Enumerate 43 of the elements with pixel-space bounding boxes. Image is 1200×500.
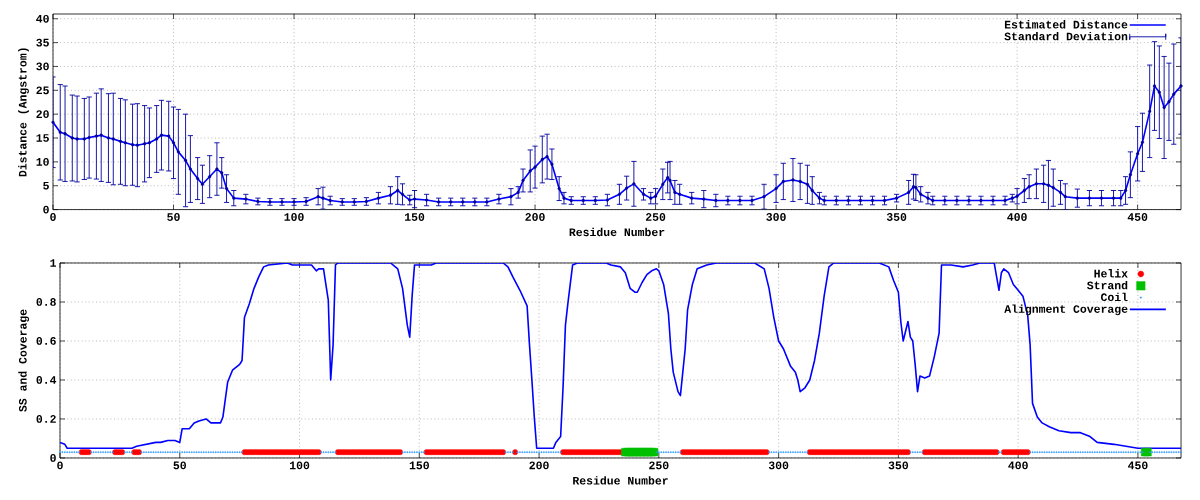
x-tick-label: 450 [1128, 461, 1148, 470]
x-tick-label: 350 [886, 213, 907, 221]
x-tick-label: 50 [173, 461, 186, 470]
y-tick-label: 25 [36, 86, 49, 95]
x-tick-label: 0 [57, 461, 63, 470]
x-tick-label: 250 [649, 461, 669, 470]
x-tick-label: 350 [888, 461, 909, 470]
x-tick-label: 400 [1008, 461, 1028, 470]
x-tick-label: 100 [290, 461, 310, 470]
y-tick-label: 1 [50, 259, 57, 267]
legend-label: Estimated Distance [1004, 20, 1128, 29]
y-tick-label: 0 [43, 205, 49, 214]
x-axis-title: Residue Number [573, 476, 668, 485]
x-tick-label: 250 [645, 213, 666, 221]
x-tick-label: 400 [1007, 213, 1027, 221]
y-axis-title: Distance (Angstrom) [18, 48, 29, 177]
y-tick-label: 5 [43, 181, 49, 190]
y-tick-label: 35 [36, 38, 49, 47]
x-tick-label: 150 [409, 461, 429, 470]
x-tick-label: 300 [766, 213, 786, 221]
legend-label: Helix [1094, 269, 1128, 278]
y-tick-label: 10 [36, 158, 49, 166]
y-tick-label: 0.4 [36, 376, 57, 384]
y-tick-label: 40 [36, 14, 49, 23]
x-tick-label: 150 [405, 213, 425, 221]
y-tick-label: 30 [36, 62, 49, 71]
x-axis-title: Residue Number [569, 227, 665, 237]
y-axis-title: SS and Coverage [18, 309, 30, 412]
legend-label: Standard Deviation [1004, 31, 1128, 41]
y-tick-label: 0.8 [36, 298, 56, 306]
legend-label: Coil [1100, 292, 1128, 302]
x-tick-label: 450 [1127, 213, 1148, 221]
legend-label: Strand [1087, 280, 1128, 290]
x-tick-label: 200 [525, 213, 545, 221]
x-tick-label: 100 [284, 213, 304, 221]
x-tick-label: 200 [529, 461, 549, 470]
x-tick-label: 300 [768, 461, 789, 470]
y-tick-label: 0 [50, 454, 56, 462]
x-tick-label: 50 [167, 213, 180, 221]
y-tick-label: 0.2 [36, 415, 56, 423]
y-tick-label: 0.6 [36, 337, 56, 345]
y-tick-label: 20 [36, 110, 49, 119]
y-tick-label: 15 [36, 134, 49, 142]
